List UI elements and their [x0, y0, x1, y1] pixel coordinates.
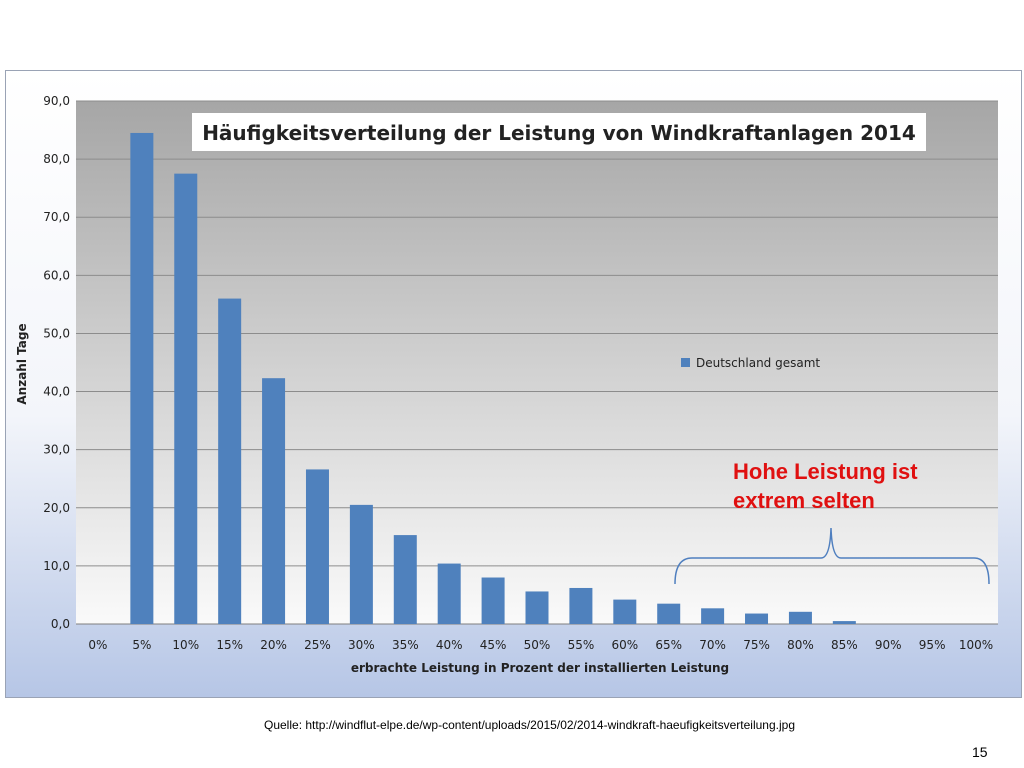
x-tick-label: 30%: [348, 638, 375, 652]
bar-40pct: [437, 563, 461, 624]
x-tick-label: 55%: [568, 638, 595, 652]
x-tick-label: 75%: [743, 638, 770, 652]
x-tick-label: 60%: [611, 638, 638, 652]
bar-35pct: [393, 535, 417, 624]
x-tick-label: 25%: [304, 638, 331, 652]
chart-frame: 0,0 10,0 20,0 30,0 40,0 50,0 60,0 70,0 80,0 90,0 …: [5, 70, 1022, 698]
y-tick-label: 90,0: [43, 94, 70, 108]
x-tick-label: 95%: [919, 638, 946, 652]
x-tick-label: 80%: [787, 638, 814, 652]
bar-50pct: [525, 591, 549, 624]
bars: [130, 132, 856, 624]
source-note: Quelle: http://windflut-elpe.de/wp-conte…: [264, 718, 795, 732]
bar-10pct: [174, 173, 198, 624]
page-number: 15: [972, 744, 988, 760]
x-tick-label: 85%: [831, 638, 858, 652]
x-tick-label: 35%: [392, 638, 419, 652]
bar-65pct: [657, 603, 681, 624]
bar-5pct: [130, 132, 154, 624]
legend-swatch: [681, 358, 690, 367]
bar-75pct: [745, 613, 769, 624]
y-tick-label: 60,0: [43, 268, 70, 282]
annotation-line-1: Hohe Leistung ist: [733, 459, 918, 484]
bar-25pct: [305, 469, 329, 624]
chart-title: Häufigkeitsverteilung der Leistung von W…: [202, 121, 916, 145]
bar-60pct: [613, 599, 637, 624]
x-tick-label: 0%: [88, 638, 107, 652]
y-tick-label: 20,0: [43, 501, 70, 515]
x-tick-label: 10%: [172, 638, 199, 652]
title-box: [192, 113, 926, 151]
annotation-bracket: [674, 527, 990, 585]
bar-45pct: [481, 577, 505, 624]
x-tick-label: 100%: [959, 638, 993, 652]
x-tick-label: 40%: [436, 638, 463, 652]
y-tick-label: 70,0: [43, 210, 70, 224]
x-axis-title: erbrachte Leistung in Prozent der instal…: [351, 661, 729, 675]
y-tick-labels: 0,0 10,0 20,0 30,0 40,0 50,0 60,0 70,0 80,0 90,0: [43, 94, 70, 631]
bar-55pct: [569, 587, 593, 624]
x-tick-label: 20%: [260, 638, 287, 652]
bar-15pct: [218, 298, 242, 624]
bar-30pct: [349, 504, 373, 624]
y-tick-label: 10,0: [43, 559, 70, 573]
x-tick-label: 45%: [480, 638, 507, 652]
bar-85pct: [832, 621, 856, 624]
annotation-line-2: extrem selten: [733, 488, 875, 513]
bar-chart: 0,010,020,030,040,050,060,070,080,090,0 …: [15, 94, 998, 675]
x-tick-label: 50%: [524, 638, 551, 652]
bar-80pct: [788, 611, 812, 624]
legend-label: Deutschland gesamt: [696, 356, 820, 370]
x-tick-label: 70%: [699, 638, 726, 652]
x-tick-label: 15%: [216, 638, 243, 652]
x-tick-labels: 0% 5% 10% 15% 20% 25% 30% 35% 40% 45% 50% 55% 60% 65%…: [88, 638, 993, 652]
x-tick-label: 5%: [132, 638, 151, 652]
y-tick-label: 50,0: [43, 326, 70, 340]
bar-70pct: [701, 608, 725, 624]
x-tick-label: 90%: [875, 638, 902, 652]
bar-20pct: [262, 378, 286, 624]
x-tick-label: 65%: [655, 638, 682, 652]
y-axis-title: Anzahl Tage: [15, 323, 29, 404]
y-tick-label: 0,0: [51, 617, 70, 631]
plot-area: [76, 101, 998, 624]
y-tick-label: 40,0: [43, 385, 70, 399]
y-tick-label: 30,0: [43, 443, 70, 457]
y-tick-label: 80,0: [43, 152, 70, 166]
